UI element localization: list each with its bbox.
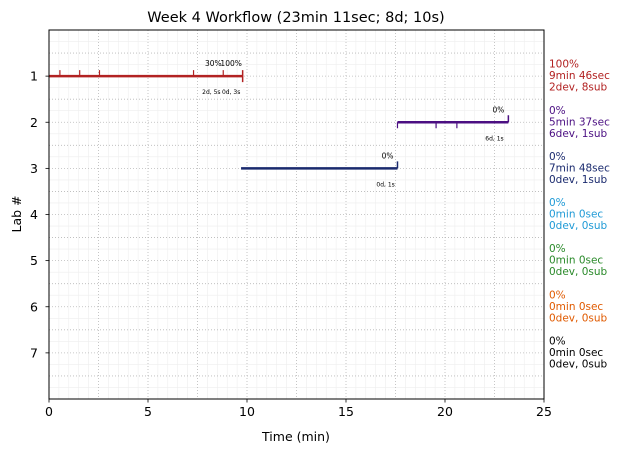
y-tick-label: 2 [30, 115, 38, 130]
summary-line: 0min 0sec [549, 255, 603, 267]
lab-series: 30%100% 2d, 5s 0d, 3s 0% 6d, 1s 0% 0d, 1s [49, 59, 510, 188]
x-tick-label: 5 [144, 404, 152, 419]
summary-line: 0min 0sec [549, 209, 603, 221]
summary-line: 2dev, 8sub [549, 82, 608, 94]
y-tick-label: 6 [30, 299, 38, 314]
x-tick-label: 10 [239, 404, 255, 419]
summary-line: 0% [549, 105, 566, 117]
summary-line: 0% [549, 289, 566, 301]
summary-line: 0% [549, 243, 566, 255]
y-axis-ticks: 1 2 3 4 5 6 7 [30, 69, 49, 360]
summary-line: 0min 0sec [549, 347, 603, 359]
minor-grid [49, 30, 544, 399]
summary-line: 100% [549, 59, 579, 71]
summary-line: 0% [549, 197, 566, 209]
summary-line: 6dev, 1sub [549, 128, 608, 140]
summary-line: 0dev, 1sub [549, 174, 608, 186]
percent-label: 30% [205, 59, 222, 68]
summary-line: 0% [549, 335, 566, 347]
y-tick-label: 5 [30, 253, 38, 268]
major-grid [49, 30, 544, 399]
device-label: 2d, 5s [202, 89, 220, 96]
summary-line: 0min 0sec [549, 301, 603, 313]
percent-label: 0% [493, 105, 505, 114]
x-tick-label: 0 [45, 404, 53, 419]
y-tick-label: 3 [30, 161, 38, 176]
y-tick-label: 4 [30, 207, 38, 222]
device-label: 6d, 1s [485, 135, 503, 142]
lab-1-series: 30%100% 2d, 5s 0d, 3s [49, 59, 244, 96]
summary-line: 0dev, 0sub [549, 266, 608, 278]
lab-3-series: 0% 0d, 1s [241, 151, 399, 188]
x-axis-label: Time (min) [261, 429, 330, 444]
chart-title: Week 4 Workflow (23min 11sec; 8d; 10s) [147, 10, 444, 26]
summary-line: 5min 37sec [549, 116, 610, 128]
summary-line: 0dev, 0sub [549, 358, 608, 370]
summary-line: 9min 46sec [549, 70, 610, 82]
percent-label: 0% [382, 151, 394, 160]
x-tick-label: 15 [338, 404, 354, 419]
percent-label: 100% [220, 59, 241, 68]
y-axis-label: Lab # [9, 195, 24, 232]
y-tick-label: 1 [30, 69, 38, 84]
device-label: 0d, 1s [376, 181, 394, 188]
summary-line: 0dev, 0sub [549, 220, 608, 232]
lab-2-series: 0% 6d, 1s [396, 105, 510, 142]
y-tick-label: 7 [30, 345, 38, 360]
device-label: 0d, 3s [222, 89, 240, 96]
x-axis-ticks: 0 5 10 15 20 25 [45, 399, 552, 419]
summary-line: 0% [549, 151, 566, 163]
summary-line: 0dev, 0sub [549, 312, 608, 324]
x-tick-label: 20 [437, 404, 453, 419]
x-tick-label: 25 [536, 404, 552, 419]
summary-line: 7min 48sec [549, 162, 610, 174]
